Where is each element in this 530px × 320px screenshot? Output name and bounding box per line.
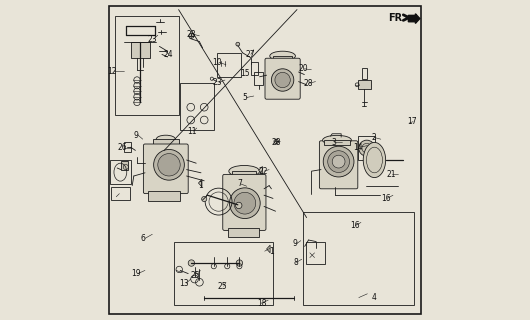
Circle shape [236,42,240,46]
Text: 2: 2 [372,133,376,142]
Circle shape [229,188,260,219]
Text: 23: 23 [213,78,223,87]
Text: 17: 17 [408,117,417,126]
Bar [324,140,350,145]
Bar [124,142,130,152]
Text: 27: 27 [245,50,255,59]
Text: 20: 20 [298,64,308,73]
FancyBboxPatch shape [223,174,266,230]
Polygon shape [267,245,270,253]
Circle shape [332,155,345,168]
Ellipse shape [156,135,175,143]
Text: 4: 4 [372,293,376,302]
Text: 7: 7 [237,180,242,188]
Text: 21: 21 [386,170,395,179]
Bar [114,16,179,115]
Circle shape [154,149,184,180]
Text: 23: 23 [147,35,157,44]
Text: 26: 26 [117,143,127,152]
Bar [148,191,180,201]
Text: 28: 28 [187,30,196,39]
Bar [251,62,258,75]
Circle shape [323,146,354,177]
Bar [111,187,130,200]
Circle shape [158,154,180,176]
Polygon shape [198,179,202,187]
Bar [358,136,375,160]
Text: 3: 3 [331,138,336,147]
Text: FR.: FR. [388,12,406,23]
Bar [130,42,150,58]
Text: 28: 28 [271,138,281,147]
Bar [232,171,257,177]
Text: 25: 25 [191,271,200,280]
Bar [303,212,414,305]
Text: 19: 19 [131,269,141,278]
Text: 8: 8 [293,258,298,267]
Circle shape [359,140,375,156]
Bar [217,53,241,77]
Ellipse shape [363,142,386,178]
Bar [273,56,292,61]
FancyBboxPatch shape [320,141,358,189]
Bar [153,139,179,147]
Circle shape [189,33,194,38]
Bar [254,72,263,85]
Text: 15: 15 [240,69,250,78]
Bar [361,68,367,79]
Text: 18: 18 [257,299,267,308]
Text: 5: 5 [243,93,248,102]
Circle shape [274,139,278,144]
Bar [121,161,128,170]
Text: 13: 13 [180,279,189,288]
Text: 11: 11 [187,127,197,136]
Bar [306,242,325,264]
Text: 1: 1 [269,247,274,256]
Bar [180,83,214,130]
Bar [174,242,273,305]
FancyArrow shape [408,14,420,23]
Circle shape [201,196,207,202]
Text: 16: 16 [381,194,391,203]
Text: 1: 1 [198,181,203,190]
Polygon shape [259,166,262,174]
FancyBboxPatch shape [144,144,188,194]
Text: 14: 14 [353,143,363,152]
Bar [227,228,259,237]
Text: 28: 28 [304,79,313,88]
Circle shape [275,72,290,88]
Text: 10: 10 [212,58,222,67]
Text: 24: 24 [163,50,173,59]
Bar [358,80,370,89]
Circle shape [234,192,255,214]
Circle shape [235,202,242,209]
Circle shape [271,69,294,91]
Circle shape [236,260,243,266]
Text: 16: 16 [350,221,359,230]
Circle shape [328,151,349,172]
Ellipse shape [323,135,351,145]
Ellipse shape [229,165,260,177]
Text: 9: 9 [293,239,298,248]
Ellipse shape [270,51,295,61]
Text: 9: 9 [134,131,138,140]
FancyBboxPatch shape [265,58,300,99]
Bar [110,160,130,184]
Text: 6: 6 [141,234,146,243]
Text: 22: 22 [258,167,268,176]
Circle shape [188,260,195,266]
Text: 12: 12 [107,67,117,76]
Text: 25: 25 [218,282,227,291]
